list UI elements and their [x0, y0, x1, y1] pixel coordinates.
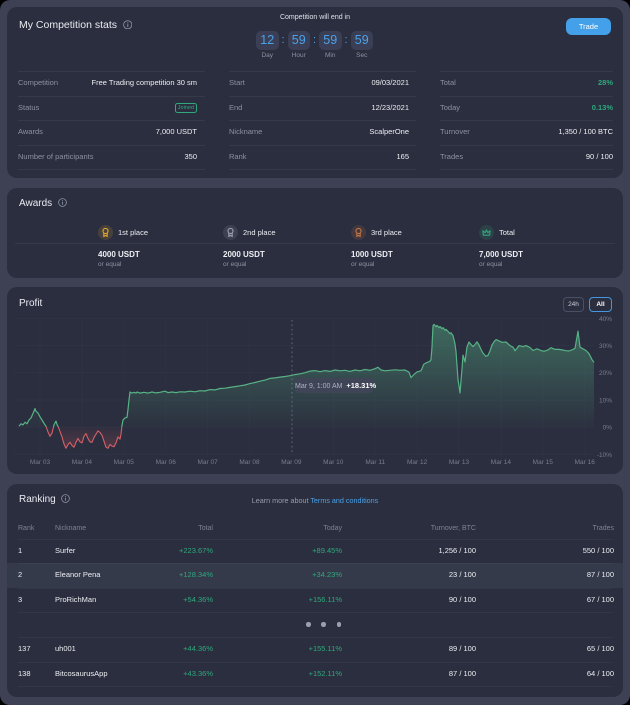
svg-text:Mar 15: Mar 15 — [533, 459, 554, 466]
svg-text:Mar 08: Mar 08 — [239, 459, 260, 466]
svg-text:Mar 10: Mar 10 — [323, 459, 344, 466]
svg-text:30%: 30% — [599, 343, 612, 350]
svg-text:Mar 16: Mar 16 — [575, 459, 596, 466]
svg-text:-10%: -10% — [597, 452, 612, 459]
svg-text:Mar 06: Mar 06 — [156, 459, 177, 466]
svg-text:Mar 09: Mar 09 — [281, 459, 302, 466]
svg-text:Mar 14: Mar 14 — [491, 459, 512, 466]
svg-text:10%: 10% — [599, 397, 612, 404]
svg-text:Mar 12: Mar 12 — [407, 459, 428, 466]
svg-text:Mar 05: Mar 05 — [114, 459, 135, 466]
svg-text:Mar 03: Mar 03 — [30, 459, 51, 466]
svg-text:Mar 13: Mar 13 — [449, 459, 470, 466]
svg-text:40%: 40% — [599, 316, 612, 323]
svg-text:Mar 11: Mar 11 — [365, 459, 385, 466]
svg-text:Mar 04: Mar 04 — [72, 459, 93, 466]
svg-text:20%: 20% — [599, 370, 612, 377]
svg-text:Mar 07: Mar 07 — [197, 459, 218, 466]
svg-text:0%: 0% — [603, 425, 613, 432]
